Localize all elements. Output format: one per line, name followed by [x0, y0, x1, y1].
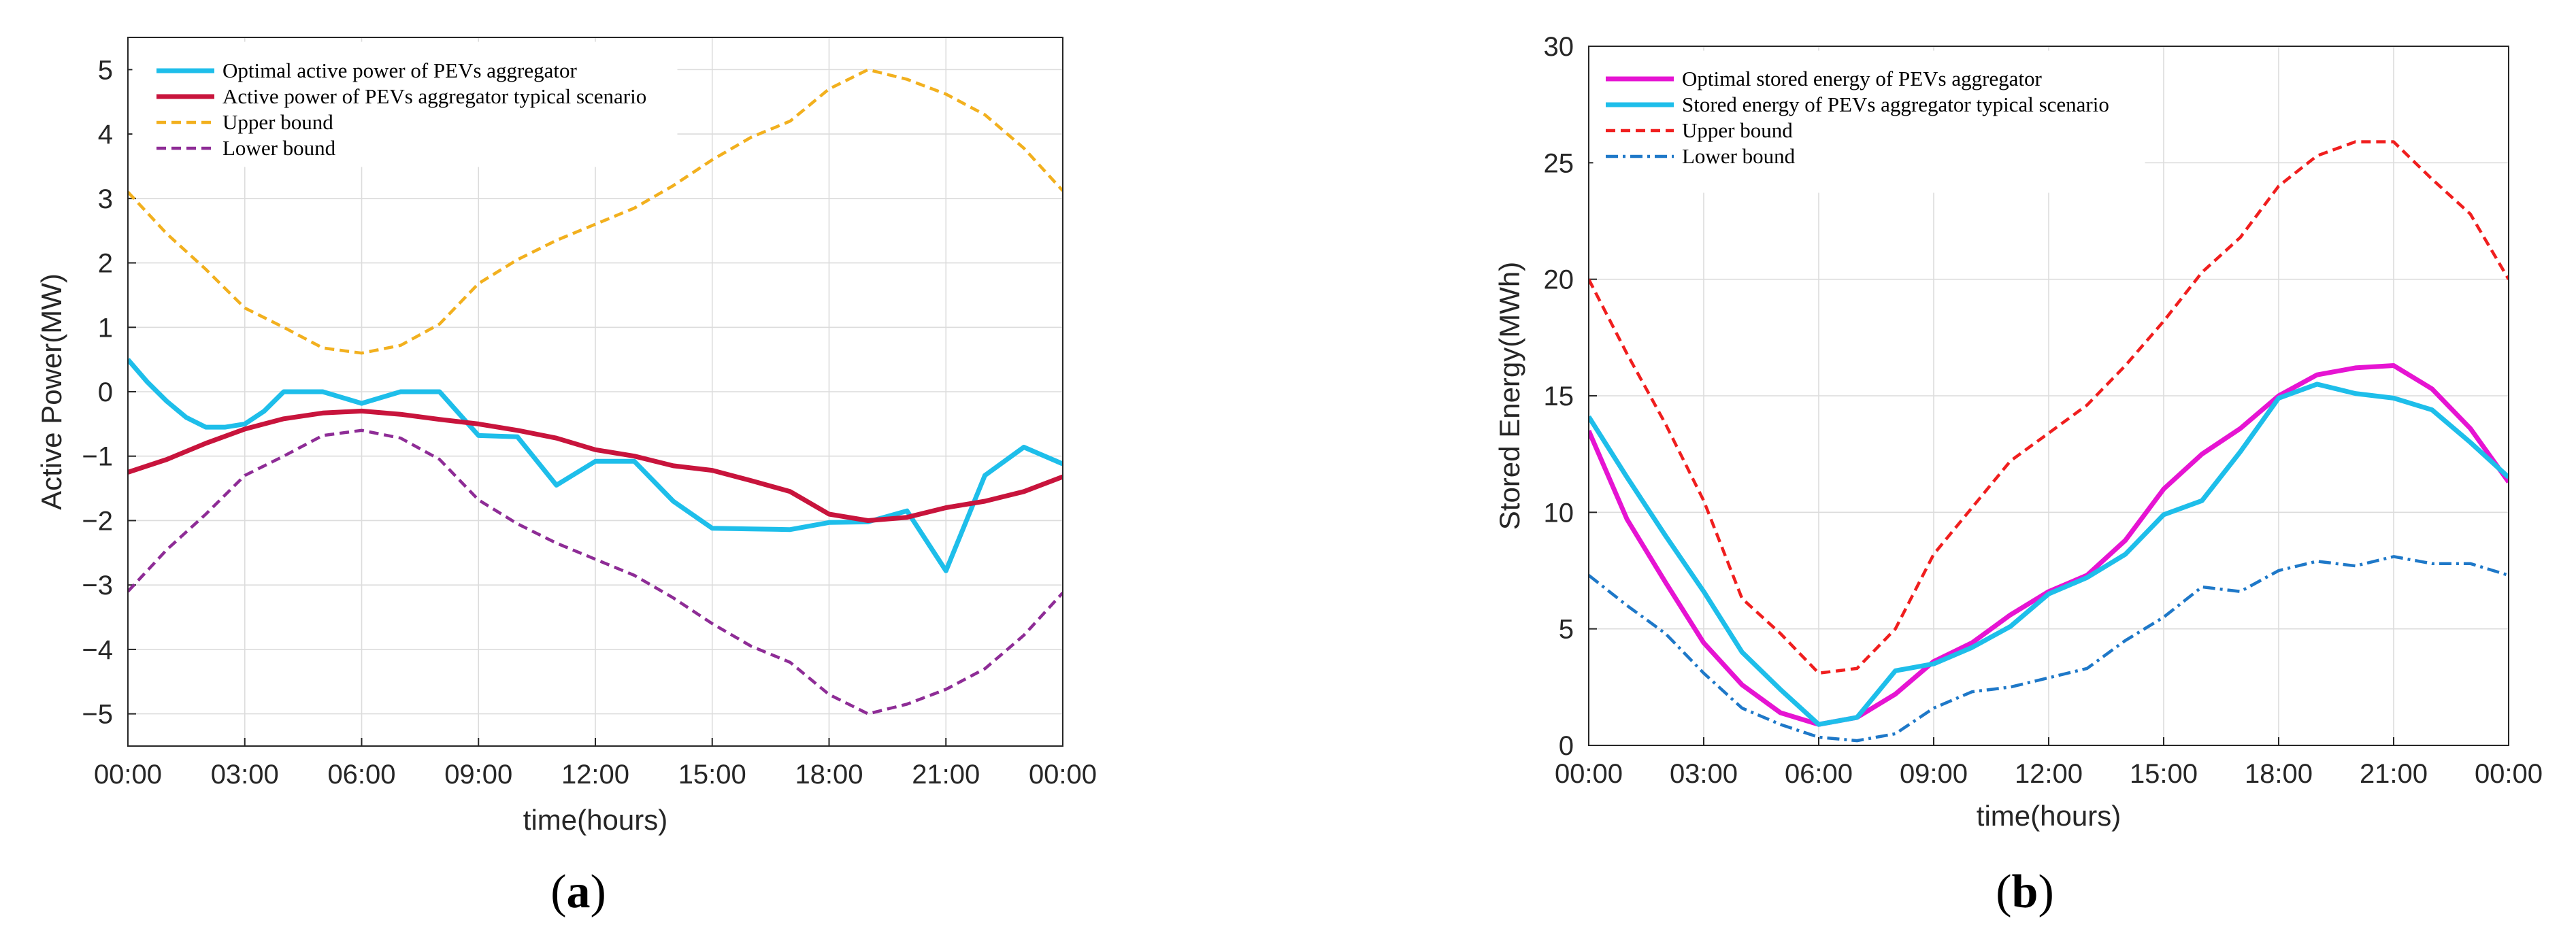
x-axis-label-a: time(hours): [523, 804, 667, 836]
x-tick-label: 12:00: [561, 760, 629, 790]
legend-a: Optimal active power of PEVs aggregatorA…: [132, 41, 678, 167]
series-line-lower-bound: [1589, 555, 2509, 743]
legend-label: Upper bound: [222, 110, 333, 134]
x-tick-label: 09:00: [444, 760, 512, 790]
x-tick-label: 12:00: [2015, 759, 2083, 789]
caption-letter-a: a: [567, 866, 591, 918]
y-tick-label: 4: [98, 120, 113, 150]
legend-label: Upper bound: [1682, 118, 1793, 142]
series-line-upper-bound: [1589, 140, 2509, 675]
x-tick-label: 00:00: [94, 760, 162, 790]
legend-box-b: [1593, 50, 2145, 193]
y-tick-label: −3: [82, 571, 113, 601]
x-tick-label: 03:00: [211, 760, 279, 790]
x-axis-label-b: time(hours): [1977, 800, 2121, 832]
y-tick-labels-a: −5 −4 −3 −2 −1 0 1 2 3 4 5: [82, 55, 113, 729]
legend-label: Optimal stored energy of PEVs aggregator: [1682, 67, 2043, 90]
x-tick-label: 18:00: [795, 760, 863, 790]
y-tick-label: 3: [98, 184, 113, 214]
y-tick-label: 0: [98, 377, 113, 407]
series-lines-b: [1589, 140, 2509, 743]
legend-label: Lower bound: [222, 136, 336, 160]
x-tick-label: 00:00: [1555, 759, 1623, 789]
y-tick-labels-b: 0 5 10 15 20 25 30: [1544, 32, 1574, 761]
caption-letter-b: b: [2012, 866, 2038, 918]
axes-frame-b: [1588, 46, 2509, 746]
x-tick-label: 15:00: [2130, 759, 2198, 789]
x-tick-label: 06:00: [327, 760, 395, 790]
y-axis-label-b: Stored Energy(MWh): [1493, 262, 1525, 530]
y-tick-label: 20: [1544, 265, 1574, 295]
axes-frame-a: [127, 37, 1063, 747]
x-tick-label: 06:00: [1785, 759, 1853, 789]
x-tick-label: 18:00: [2245, 759, 2313, 789]
y-tick-label: 5: [1559, 615, 1574, 645]
x-tick-labels-a: 00:00 03:00 06:00 09:00 12:00 15:00 18:00 21:00…: [94, 760, 1097, 790]
y-tick-label: 10: [1544, 498, 1574, 528]
x-tick-labels-b: 00:00 03:00 06:00 09:00 12:00 15:00 18:00 21:00…: [1555, 759, 2543, 789]
series-line-stored-energy-of-pevs-aggregator-typical-scenario: [1589, 382, 2509, 727]
y-tick-label: 1: [98, 313, 113, 343]
legend-label: Active power of PEVs aggregator typical …: [222, 84, 646, 108]
series-lines-a: [128, 68, 1063, 715]
x-tick-label: 21:00: [2360, 759, 2428, 789]
x-tick-label: 21:00: [912, 760, 980, 790]
x-tick-label: 03:00: [1670, 759, 1738, 789]
x-tick-label: 00:00: [1029, 760, 1097, 790]
y-tick-label: −1: [82, 442, 113, 472]
y-tick-label: −5: [82, 700, 113, 730]
caption-a: (a): [550, 866, 606, 918]
caption-b: (b): [1996, 866, 2054, 918]
series-line-active-power-of-pevs-aggregator-typical-scenario: [128, 408, 1063, 523]
y-tick-label: 25: [1544, 148, 1574, 178]
legend-label: Lower bound: [1682, 144, 1796, 168]
x-tick-label: 09:00: [1900, 759, 1968, 789]
series-line-lower-bound: [128, 428, 1063, 715]
series-line-upper-bound: [128, 68, 1063, 355]
y-tick-label: 5: [98, 55, 113, 85]
legend-label: Stored energy of PEVs aggregator typical…: [1682, 92, 2109, 116]
legend-label: Optimal active power of PEVs aggregator: [222, 58, 577, 82]
y-tick-label: 2: [98, 249, 113, 279]
y-axis-label-a: Active Power(MW): [35, 273, 67, 510]
chart-b: 00:00 03:00 06:00 09:00 12:00 15:00 18:00 21:00…: [1493, 32, 2543, 918]
legend-b: Optimal stored energy of PEVs aggregator…: [1593, 50, 2145, 193]
y-tick-label: 15: [1544, 382, 1574, 411]
x-tick-label: 00:00: [2475, 759, 2543, 789]
y-tick-label: 0: [1559, 731, 1574, 761]
y-tick-label: −2: [82, 506, 113, 536]
x-tick-label: 15:00: [678, 760, 746, 790]
y-tick-label: −4: [82, 635, 113, 665]
chart-a: 00:00 03:00 06:00 09:00 12:00 15:00 18:00 21:00…: [35, 37, 1097, 918]
y-tick-label: 30: [1544, 32, 1574, 62]
legend-box-a: [132, 41, 678, 167]
